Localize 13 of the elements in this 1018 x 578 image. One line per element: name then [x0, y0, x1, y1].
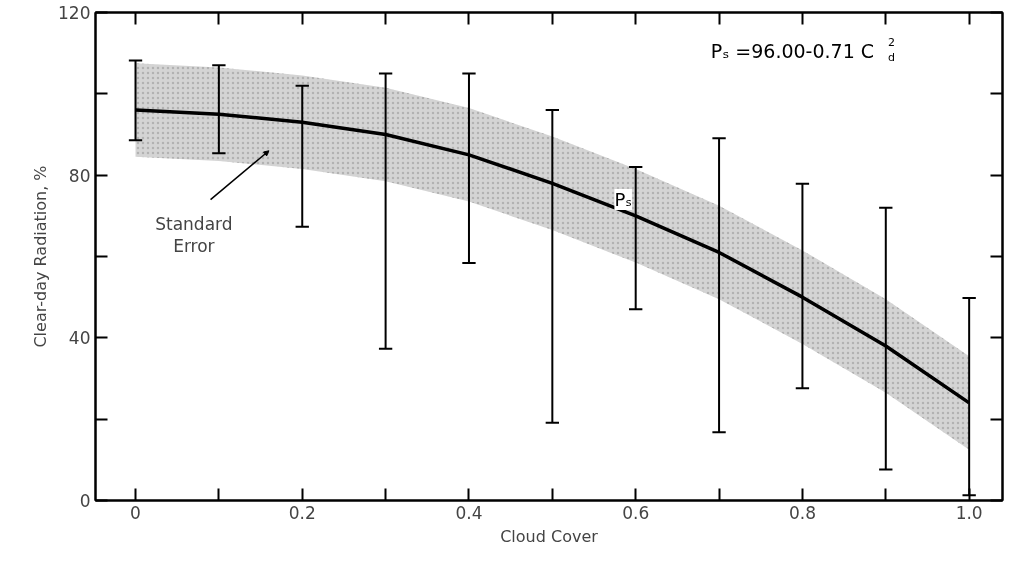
x-axis-title: Cloud Cover: [500, 526, 599, 546]
x-tick-label: 1.0: [955, 502, 983, 523]
y-axis-title: Clear-day Radiation, %: [31, 165, 51, 348]
x-tick-label: 0.8: [788, 502, 816, 523]
x-tick-label: 0.4: [455, 502, 483, 523]
x-tick-label: 0.2: [288, 502, 316, 523]
x-tick-label: 0: [130, 502, 141, 523]
series-label: Pₛ: [614, 189, 632, 211]
y-tick-label: 40: [68, 328, 91, 349]
x-tick-label: 0.6: [622, 502, 650, 523]
y-tick-label: 80: [68, 165, 91, 186]
annotation: Standard Error: [155, 213, 233, 256]
y-tick-label: 120: [58, 3, 91, 23]
